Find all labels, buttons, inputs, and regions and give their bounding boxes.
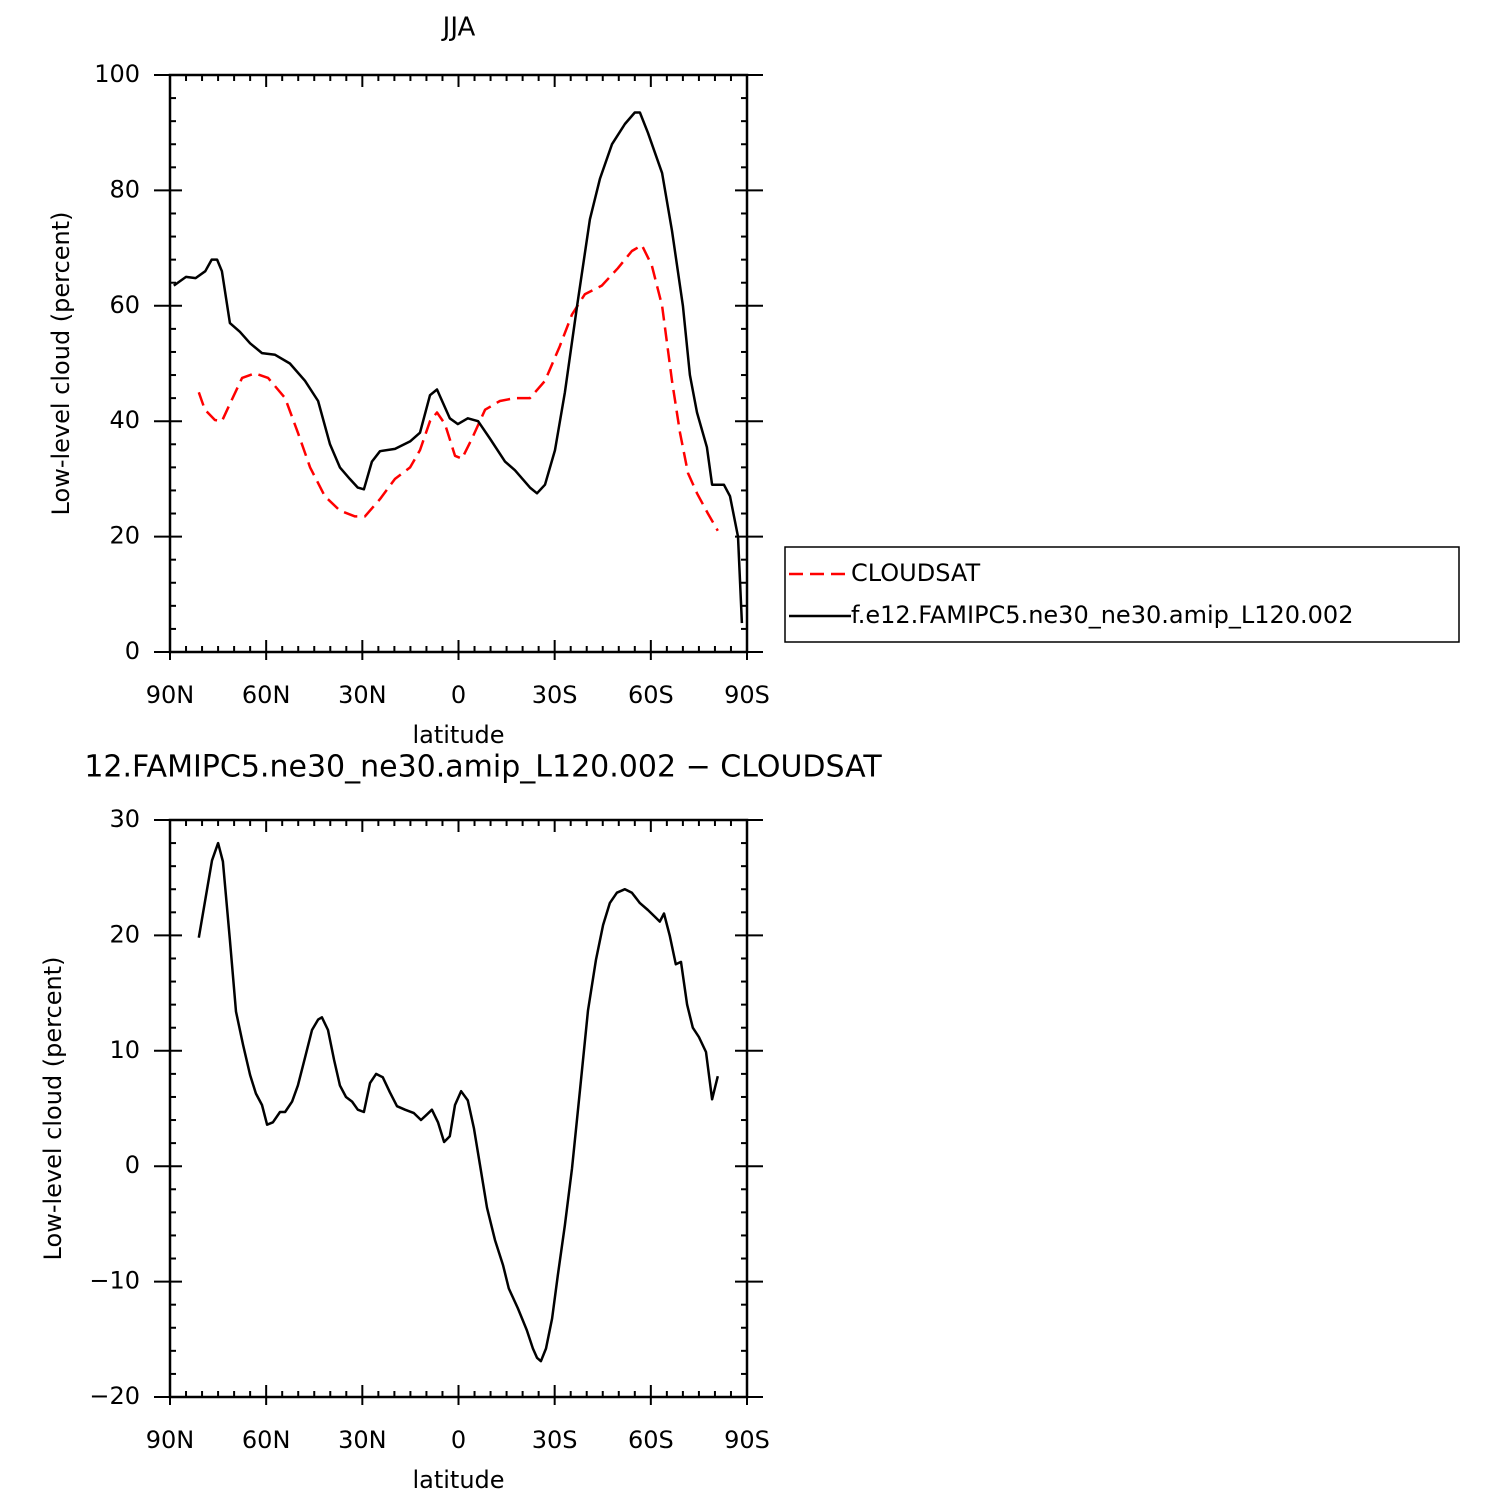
legend-box xyxy=(784,546,1460,643)
y-tick-label: 20 xyxy=(109,920,140,948)
x-axis-label: latitude xyxy=(412,721,504,749)
y-tick-label: 10 xyxy=(109,1036,140,1064)
y-tick-label: 20 xyxy=(109,522,140,550)
x-tick-label: 60S xyxy=(628,1426,674,1454)
y-tick-label: 60 xyxy=(109,291,140,319)
y-tick-label: 80 xyxy=(109,175,140,203)
x-tick-label: 90S xyxy=(724,681,770,709)
series-line xyxy=(197,243,719,532)
x-tick-label: 60S xyxy=(628,681,674,709)
plot-frame xyxy=(168,818,749,1399)
legend-label: CLOUDSAT xyxy=(851,559,980,587)
chart-title: 12.FAMIPC5.ne30_ne30.amip_L120.002 − CLO… xyxy=(84,750,882,785)
x-tick-label: 60N xyxy=(242,681,291,709)
x-tick-label: 30N xyxy=(338,681,387,709)
legend-label: f.e12.FAMIPC5.ne30_ne30.amip_L120.002 xyxy=(851,601,1353,629)
plot-frame xyxy=(168,73,749,654)
x-tick-label: 30S xyxy=(532,1426,578,1454)
x-tick-label: 60N xyxy=(242,1426,291,1454)
x-tick-label: 0 xyxy=(451,1426,466,1454)
series-line xyxy=(197,841,720,1363)
y-tick-label: −20 xyxy=(89,1382,140,1410)
x-axis-label: latitude xyxy=(412,1466,504,1494)
series-line xyxy=(173,111,744,624)
y-tick-label: 40 xyxy=(109,406,140,434)
y-tick-label: −10 xyxy=(89,1267,140,1295)
y-tick-label: 0 xyxy=(125,637,140,665)
x-tick-label: 90S xyxy=(724,1426,770,1454)
x-tick-label: 30N xyxy=(338,1426,387,1454)
x-tick-label: 0 xyxy=(451,681,466,709)
y-tick-label: 0 xyxy=(125,1151,140,1179)
y-tick-label: 30 xyxy=(109,805,140,833)
x-tick-label: 90N xyxy=(146,681,195,709)
y-tick-label: 100 xyxy=(94,60,140,88)
x-tick-label: 90N xyxy=(146,1426,195,1454)
y-axis-label: Low-level cloud (percent) xyxy=(39,957,67,1261)
x-tick-label: 30S xyxy=(532,681,578,709)
y-axis-label: Low-level cloud (percent) xyxy=(47,212,75,516)
chart-title: JJA xyxy=(441,13,476,43)
